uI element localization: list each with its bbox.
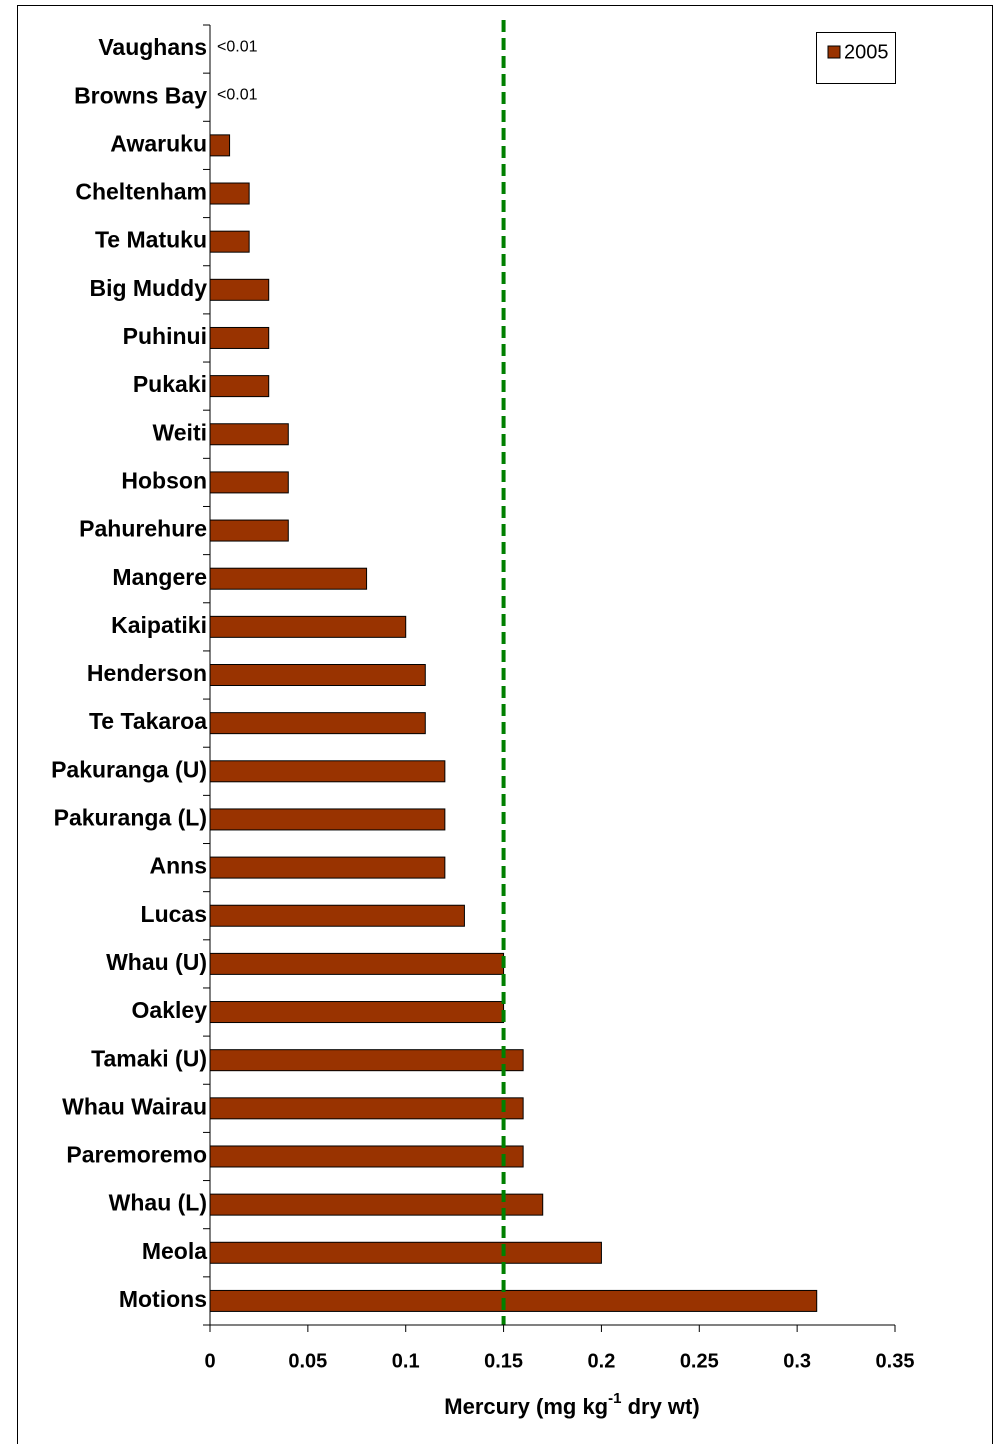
bar [209, 808, 446, 831]
y-tick-label: Motions [119, 1286, 207, 1312]
x-tick-label: 0.35 [876, 1350, 915, 1372]
bar [209, 856, 446, 879]
y-tick-label: Pahurehure [79, 516, 207, 542]
bar [209, 1193, 544, 1216]
bar [209, 182, 250, 205]
x-tick-label: 0.05 [288, 1350, 327, 1372]
y-tick-label: Henderson [87, 660, 207, 686]
y-tick-label: Oakley [132, 997, 208, 1023]
y-tick-label: Te Matuku [95, 227, 207, 253]
bar [209, 1049, 524, 1072]
y-tick-label: Kaipatiki [111, 612, 207, 638]
x-tick-label: 0.15 [484, 1350, 523, 1372]
value-label: <0.01 [217, 38, 258, 55]
bar [209, 1145, 524, 1168]
bar [209, 134, 231, 157]
y-tick-label: Weiti [152, 419, 207, 445]
bar [209, 1241, 602, 1264]
y-tick-label: Te Takaroa [89, 708, 207, 734]
x-axis-title-part: Mercury (mg kg [444, 1394, 608, 1419]
y-tick-label: Whau (L) [109, 1190, 207, 1216]
y-tick-label: Mangere [112, 564, 207, 590]
x-tick-label: 0 [204, 1350, 215, 1372]
y-tick-label: Pukaki [133, 371, 207, 397]
bar [209, 664, 426, 686]
y-tick-label: Whau Wairau [62, 1093, 207, 1119]
frame [17, 5, 993, 1444]
y-tick-label: Browns Bay [74, 82, 207, 108]
value-label: <0.01 [217, 86, 258, 103]
bar [209, 230, 250, 253]
x-tick-label: 0.25 [680, 1350, 719, 1372]
bar [209, 760, 446, 783]
y-tick-label: Pakuranga (U) [51, 756, 207, 782]
bar [209, 375, 270, 398]
bar [209, 519, 289, 542]
y-tick-label: Awaruku [110, 130, 207, 156]
bar [209, 567, 368, 590]
y-tick-label: Pakuranga (L) [54, 805, 207, 831]
x-tick-label: 0.2 [588, 1350, 616, 1372]
bar [209, 1001, 505, 1024]
bar [209, 952, 505, 975]
y-tick-label: Lucas [141, 901, 207, 927]
bar [209, 904, 465, 927]
y-tick-label: Cheltenham [75, 179, 207, 205]
bar [209, 278, 270, 301]
bar [209, 423, 289, 446]
x-axis-title-part: dry wt) [621, 1394, 699, 1419]
legend-swatch [827, 45, 841, 59]
bar [209, 1097, 524, 1120]
y-tick-label: Meola [142, 1238, 207, 1264]
y-tick-label: Big Muddy [89, 275, 207, 301]
y-tick-label: Vaughans [98, 34, 207, 60]
bar [209, 615, 407, 638]
y-tick-label: Paremoremo [66, 1142, 207, 1168]
bar [209, 1289, 818, 1312]
y-tick-label: Anns [150, 853, 208, 879]
x-tick-label: 0.3 [783, 1350, 811, 1372]
x-tick-label: 0.1 [392, 1350, 420, 1372]
bar [209, 712, 426, 735]
x-axis-title-sup: -1 [608, 1390, 621, 1407]
y-tick-label: Tamaki (U) [91, 1045, 207, 1071]
legend-label: 2005 [844, 41, 889, 63]
bar [209, 471, 289, 494]
y-tick-label: Hobson [121, 467, 207, 493]
y-tick-label: Puhinui [123, 323, 207, 349]
y-tick-label: Whau (U) [106, 949, 207, 975]
bar [209, 326, 270, 349]
x-axis-title: Mercury (mg kg-1 dry wt) [444, 1390, 699, 1419]
